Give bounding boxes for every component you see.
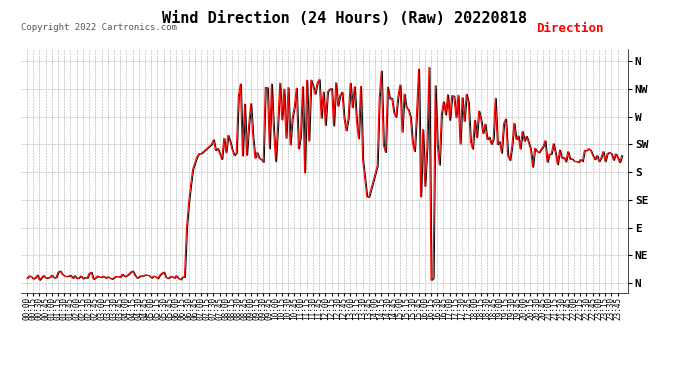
- Text: Wind Direction (24 Hours) (Raw) 20220818: Wind Direction (24 Hours) (Raw) 20220818: [163, 11, 527, 26]
- Text: Copyright 2022 Cartronics.com: Copyright 2022 Cartronics.com: [21, 22, 177, 32]
- Text: Direction: Direction: [536, 22, 604, 36]
